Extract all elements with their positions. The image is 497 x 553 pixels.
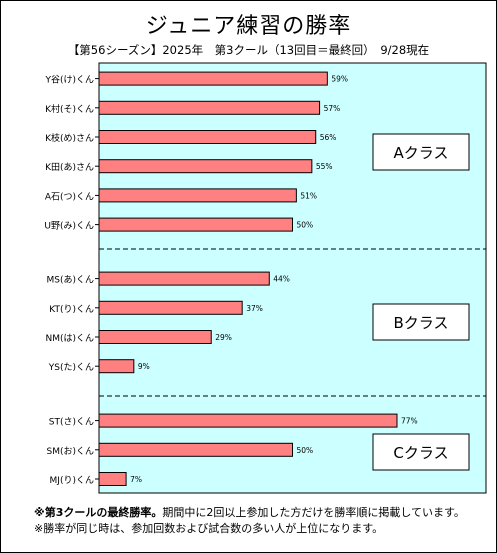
- category-label: KT(り)くん: [49, 304, 94, 315]
- bar: [98, 217, 293, 232]
- bar: [98, 271, 270, 286]
- bar: [98, 300, 243, 315]
- category-label: YS(た)くん: [48, 362, 94, 373]
- category-label: A石(つ)くん: [45, 191, 94, 202]
- data-label: 7%: [130, 475, 142, 484]
- data-label: 59%: [331, 75, 348, 84]
- data-label: 50%: [297, 221, 314, 230]
- category-label: MS(あ)くん: [46, 275, 94, 286]
- data-label: 56%: [320, 133, 337, 142]
- bar: [98, 413, 398, 428]
- chart-subtitle: 【第56シーズン】2025年 第3クール（13回目＝最終回） 9/28現在: [67, 43, 430, 57]
- bar: [98, 472, 127, 486]
- category-label: SM(お)くん: [46, 446, 94, 457]
- data-label: 57%: [324, 104, 341, 113]
- footnote-2: ※勝率が同じ時は、参加回数および試合数の多い人が上位になります。: [34, 522, 384, 535]
- data-label: 55%: [316, 162, 333, 171]
- class-label: Aクラス: [394, 144, 449, 162]
- category-label: NM(は)くん: [45, 333, 94, 344]
- bar: [98, 330, 212, 344]
- class-label-box: [372, 303, 470, 341]
- footnote-1-bold: ※第3クールの最終勝率。: [34, 506, 163, 519]
- data-label: 29%: [215, 333, 232, 342]
- bar: [98, 159, 313, 174]
- category-label: ST(さ)くん: [49, 417, 94, 428]
- data-label: 9%: [138, 362, 150, 371]
- category-label: K村(そ)くん: [45, 103, 94, 115]
- bar: [98, 130, 317, 144]
- footnote-1: ※第3クールの最終勝率。期間中に2回以上参加した方だけを勝率順に掲載しています。: [34, 505, 465, 521]
- class-label: Cクラス: [393, 444, 448, 462]
- class-label: Bクラス: [394, 314, 449, 332]
- bar: [98, 442, 293, 457]
- bar: [98, 100, 321, 115]
- category-label: MJ(り)くん: [50, 475, 94, 486]
- category-label: K枝(め)さん: [45, 132, 94, 144]
- category-label: K田(あ)さん: [45, 162, 94, 173]
- class-label-box: [372, 133, 470, 171]
- chart-title: ジュニア練習の勝率: [145, 14, 352, 39]
- data-label: 77%: [401, 417, 418, 426]
- data-label: 37%: [246, 304, 263, 313]
- data-label: 51%: [300, 191, 317, 200]
- class-label-box: [372, 433, 470, 471]
- bar: [98, 359, 135, 374]
- category-label: U野(み)くん: [44, 221, 94, 232]
- footnote-1-text: 期間中に2回以上参加した方だけを勝率順に掲載しています。: [162, 506, 465, 519]
- category-label: Y谷(け)くん: [44, 75, 94, 86]
- data-label: 50%: [297, 446, 314, 455]
- bar: [98, 71, 328, 86]
- footnotes: ※第3クールの最終勝率。期間中に2回以上参加した方だけを勝率順に掲載しています。…: [34, 505, 465, 537]
- data-label: 44%: [273, 275, 290, 284]
- bar: [98, 188, 297, 203]
